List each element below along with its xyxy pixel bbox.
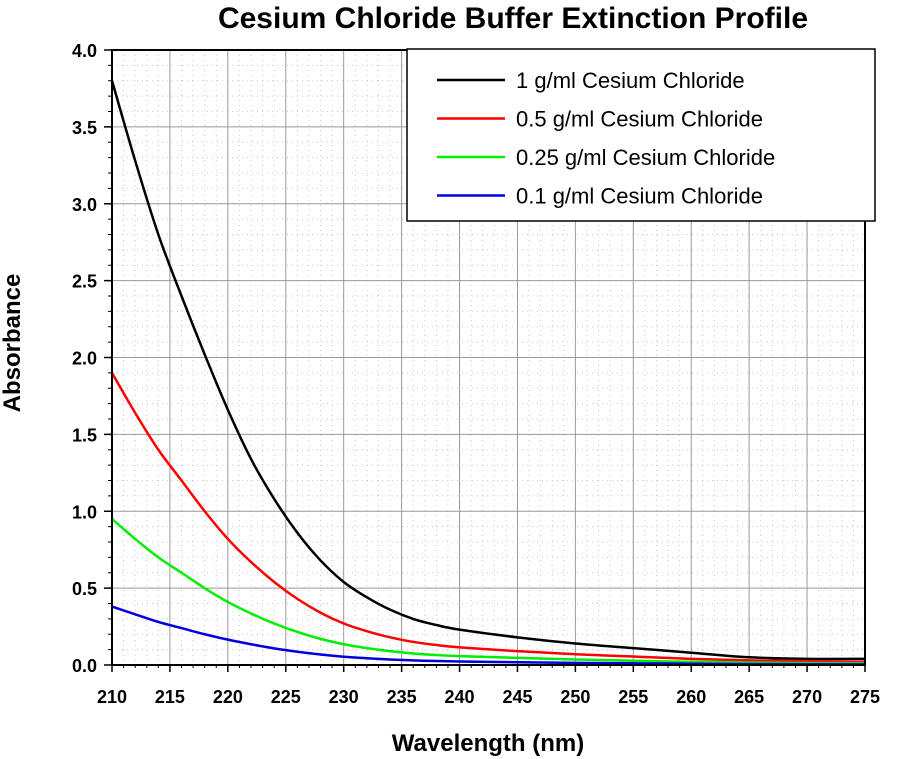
x-tick-label: 240 — [445, 687, 475, 707]
x-tick-label: 255 — [618, 687, 648, 707]
legend-entries: 1 g/ml Cesium Chloride 0.5 g/ml Cesium Ch… — [437, 68, 775, 209]
x-axis-title: Wavelength (nm) — [392, 730, 584, 757]
x-tick-label: 210 — [97, 687, 127, 707]
series-line-2 — [110, 372, 866, 664]
x-tick-label: 245 — [502, 687, 532, 707]
x-tick-label: 235 — [387, 687, 417, 707]
legend-label-3: 0.25 g/ml Cesium Chloride — [516, 145, 775, 170]
y-tick-label: 3.5 — [72, 118, 97, 138]
series-line-4 — [111, 605, 866, 666]
series-line-3 — [111, 517, 866, 665]
y-tick-label: 1.0 — [72, 502, 97, 522]
y-tick-labels: 0.0 0.5 1.0 1.5 2.0 2.5 3.0 3.5 4.0 — [72, 41, 97, 676]
y-tick-label: 3.0 — [72, 195, 97, 215]
y-tick-label: 4.0 — [72, 41, 97, 61]
y-tick-label: 1.5 — [72, 425, 97, 445]
legend-label-1: 1 g/ml Cesium Chloride — [516, 68, 745, 93]
legend-label-2: 0.5 g/ml Cesium Chloride — [516, 107, 763, 132]
x-tick-label: 230 — [329, 687, 359, 707]
x-tick-label: 220 — [213, 687, 243, 707]
axis-ticks — [104, 49, 866, 672]
x-tick-label: 270 — [792, 687, 822, 707]
series-layer — [110, 80, 866, 666]
y-axis-title: Absorbance — [0, 274, 26, 413]
legend-box — [406, 48, 876, 222]
x-tick-label: 250 — [560, 687, 590, 707]
y-tick-label: 0.0 — [72, 656, 97, 676]
chart-title: Cesium Chloride Buffer Extinction Profil… — [218, 2, 808, 35]
x-tick-label: 265 — [734, 687, 764, 707]
series-line-1 — [110, 80, 866, 661]
x-tick-labels: 210 215 220 225 230 235 240 245 250 255 260 265 270 2… — [97, 687, 880, 707]
y-tick-label: 0.5 — [72, 579, 97, 599]
x-tick-label: 260 — [676, 687, 706, 707]
x-tick-label: 215 — [155, 687, 185, 707]
x-tick-label: 275 — [850, 687, 880, 707]
y-tick-label: 2.5 — [72, 272, 97, 292]
x-tick-label: 225 — [271, 687, 301, 707]
legend-label-4: 0.1 g/ml Cesium Chloride — [516, 184, 763, 209]
legend: 1 g/ml Cesium Chloride 0.5 g/ml Cesium Ch… — [406, 48, 876, 222]
y-tick-label: 2.0 — [72, 349, 97, 369]
